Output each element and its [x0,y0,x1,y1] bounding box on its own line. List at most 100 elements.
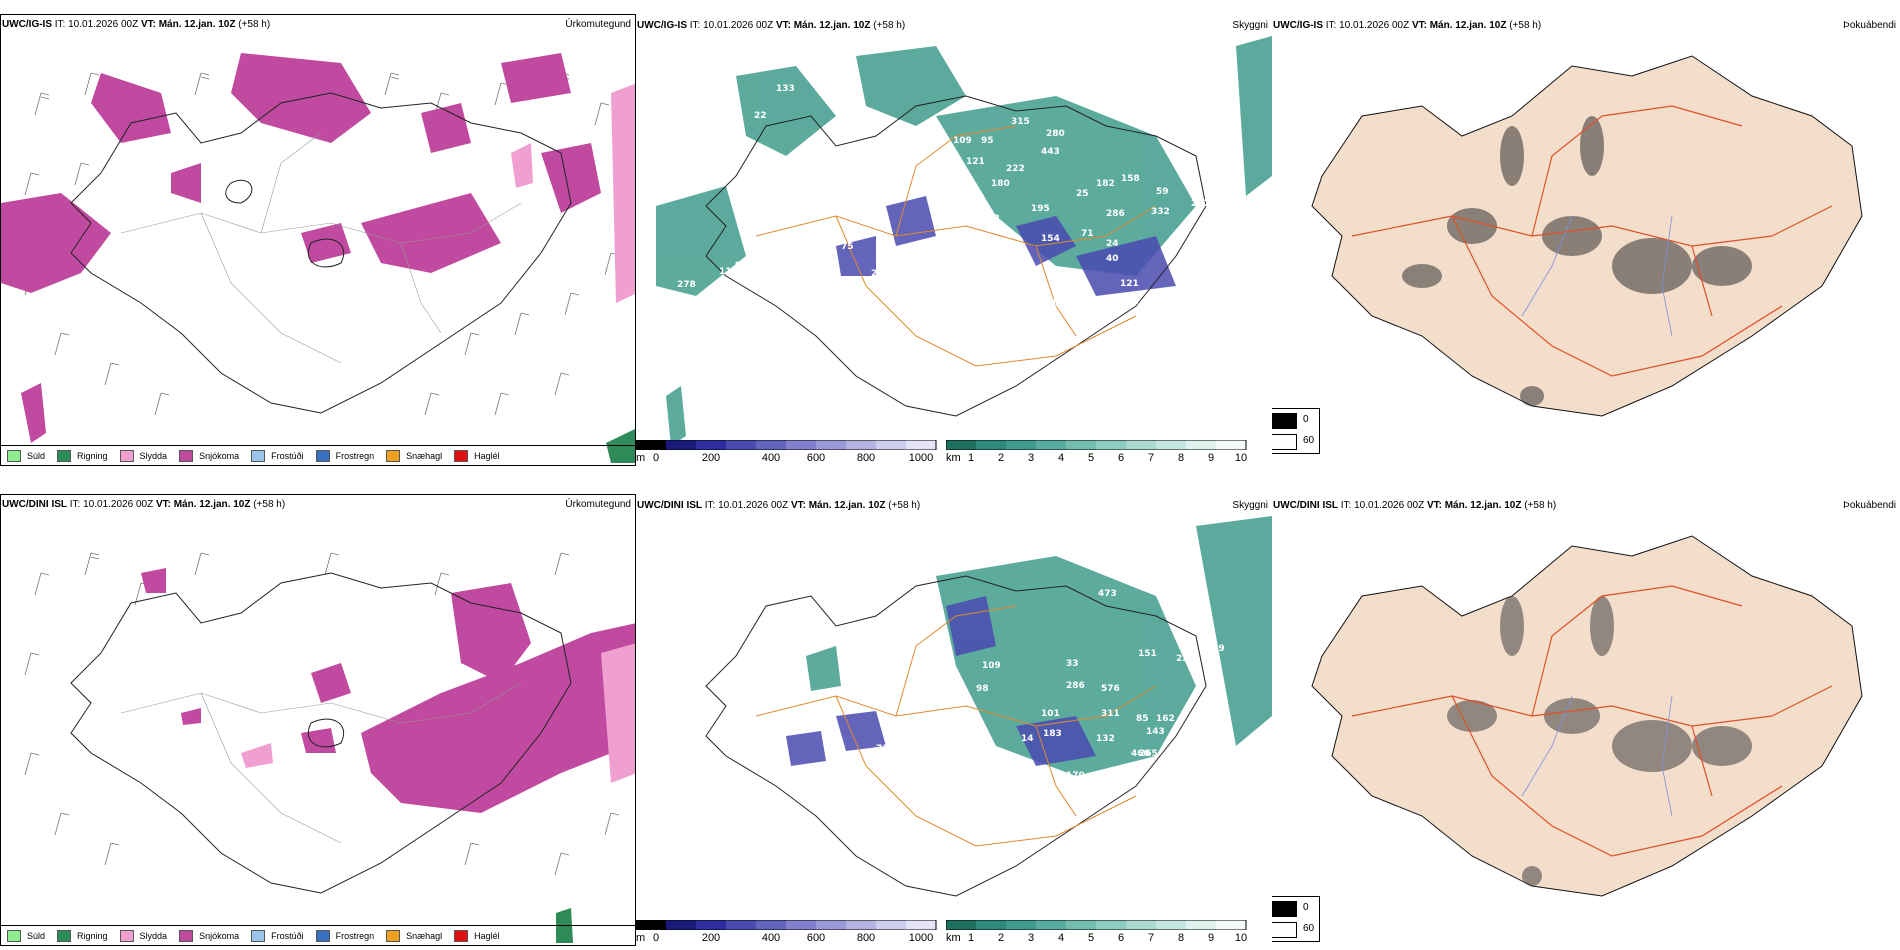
fog-legend: 0 60 [1272,896,1320,942]
legend-swatch [251,449,266,462]
cloud-peak-label: 112 [981,214,1000,224]
cloud-peak-label: 105 [966,194,985,204]
cloud-peak-label: 162 [1156,714,1175,724]
cloud-peak-label: 286 [1106,209,1125,219]
colorbar-tick: 3 [1027,452,1035,464]
fog-map [1311,55,1863,417]
fog-panel-row2: UWC/DINI ISL IT: 10.01.2026 00Z VT: Mán.… [1272,494,1900,946]
cloud-peak-label: 315 [1011,117,1030,127]
colorbar-unit: km [946,452,961,464]
cloud-peak-label: 199 [1206,644,1225,654]
cloud-base-height [836,196,1176,296]
colorbar-km: km 1 2 3 4 5 6 7 8 9 10 [946,438,1252,466]
precip-type-map [1,53,635,463]
colorbar-tick: 5 [1087,452,1095,464]
legend-swatch [7,929,21,942]
cloud-peak-label: 112 [1066,294,1085,304]
precip-sleet [241,643,635,783]
colorbar-m: m 0 200 400 600 800 1000 [636,918,940,946]
fog-legend-swatch [1272,901,1297,917]
cloud-peak-label: 71 [1081,229,1094,239]
fog-shading [1402,116,1752,406]
legend-swatch [179,449,194,462]
precip-sleet [511,83,635,303]
cloud-peak-label: 33 [1066,659,1079,669]
colorbar-tick: 8 [1177,452,1185,464]
roads [120,132,522,364]
precip-type-map [24,552,635,943]
cloud-peak-label: 88 [1091,299,1104,309]
cloud-peak-label: 11 [1126,297,1139,307]
panel-title: Þokuábendi [1843,20,1896,31]
cloud-peak-label: 22 [754,111,767,121]
legend-item: Snæhagl [386,449,442,462]
cloud-peak-label: 180 [991,179,1010,189]
cloud-peak-label: 473 [1098,589,1117,599]
fog-map [1311,535,1863,897]
legend-item: Frostúði [251,449,304,462]
colorbar-tick: 7 [1147,932,1155,944]
legend-swatch [386,929,401,942]
cloud-peak-label: 443 [1041,147,1060,157]
legend-item: Súld [7,449,45,462]
colorbar-tick: 4 [1057,452,1065,464]
colorbar-tick: 200 [701,932,721,944]
legend-item: Haglél [454,929,500,942]
colorbar-tick: 400 [761,932,781,944]
legend-item: Slydda [119,449,167,462]
colorbar-m-bar [636,920,937,930]
colorbar-m-bar [636,440,937,450]
legend-swatch [454,929,469,942]
panel-header: UWC/DINI ISL IT: 10.01.2026 00Z VT: Mán.… [2,499,286,510]
cloud-peak-label: 119 [1011,261,1030,271]
cloud-peak-label: 59 [1156,187,1169,197]
rivers [1521,215,1673,337]
cloud-peak-label: 286 [1066,681,1085,691]
cloud-peak-label: 109 [953,136,972,146]
legend-swatch [251,929,266,942]
coastline [70,92,572,414]
cloud-peak-label: 14 [1021,734,1034,744]
colorbar-tick: 2 [997,932,1005,944]
cloud-peak-label: 137 [1106,774,1125,784]
cloud-peak-label: 85 [1136,714,1149,724]
legend-swatch [315,929,330,942]
cloud-peak-label: 102 [1001,282,1020,292]
cloud-peak-label: 280 [1046,129,1065,139]
legend-item: Frostregn [315,929,374,942]
cloud-peak-label: 136 [1019,775,1038,785]
fog-legend-swatch [1272,413,1297,429]
colorbar-unit: m [636,452,646,464]
precip-snow [141,568,635,813]
cloud-peak-label: 222 [1006,164,1025,174]
cloud-peak-label: 25 [1076,189,1089,199]
roads [1351,105,1833,377]
panel-header: UWC/IG-IS IT: 10.01.2026 00Z VT: Mán. 12… [637,20,906,31]
cloud-peak-label: 257 [1191,199,1210,209]
colorbar-km-bar [946,920,1247,930]
cloud-peak-label: 195 [1031,204,1050,214]
roads [1351,585,1833,857]
legend-item: Rigning [57,929,108,942]
panel-title: Skyggni [1232,500,1268,511]
fog-legend-label: 0 [1303,414,1309,425]
panel-header: UWC/IG-IS IT: 10.01.2026 00Z VT: Mán. 12… [1273,20,1542,31]
cloud-peak-label: 109 [982,661,1001,671]
legend-swatch [454,449,469,462]
panel-header: UWC/DINI ISL IT: 10.01.2026 00Z VT: Mán.… [637,500,921,511]
legend-swatch [119,449,134,462]
cloud-peak-label: 203 [876,287,895,297]
cloud-peak-label: 90 [735,261,748,271]
cloud-peak-label: 92 [903,252,916,262]
legend-item: Snæhagl [386,929,442,942]
cloud-peak-label: 183 [1043,729,1062,739]
legend-item: Súld [7,929,45,942]
colorbar-tick: 4 [1057,932,1065,944]
precip-snow [1,53,601,443]
coastline [705,575,1207,897]
rivers [1521,695,1673,817]
colorbar-tick: 3 [1027,932,1035,944]
fog-legend-swatch [1272,922,1297,938]
colorbar-tick: 0 [652,932,660,944]
